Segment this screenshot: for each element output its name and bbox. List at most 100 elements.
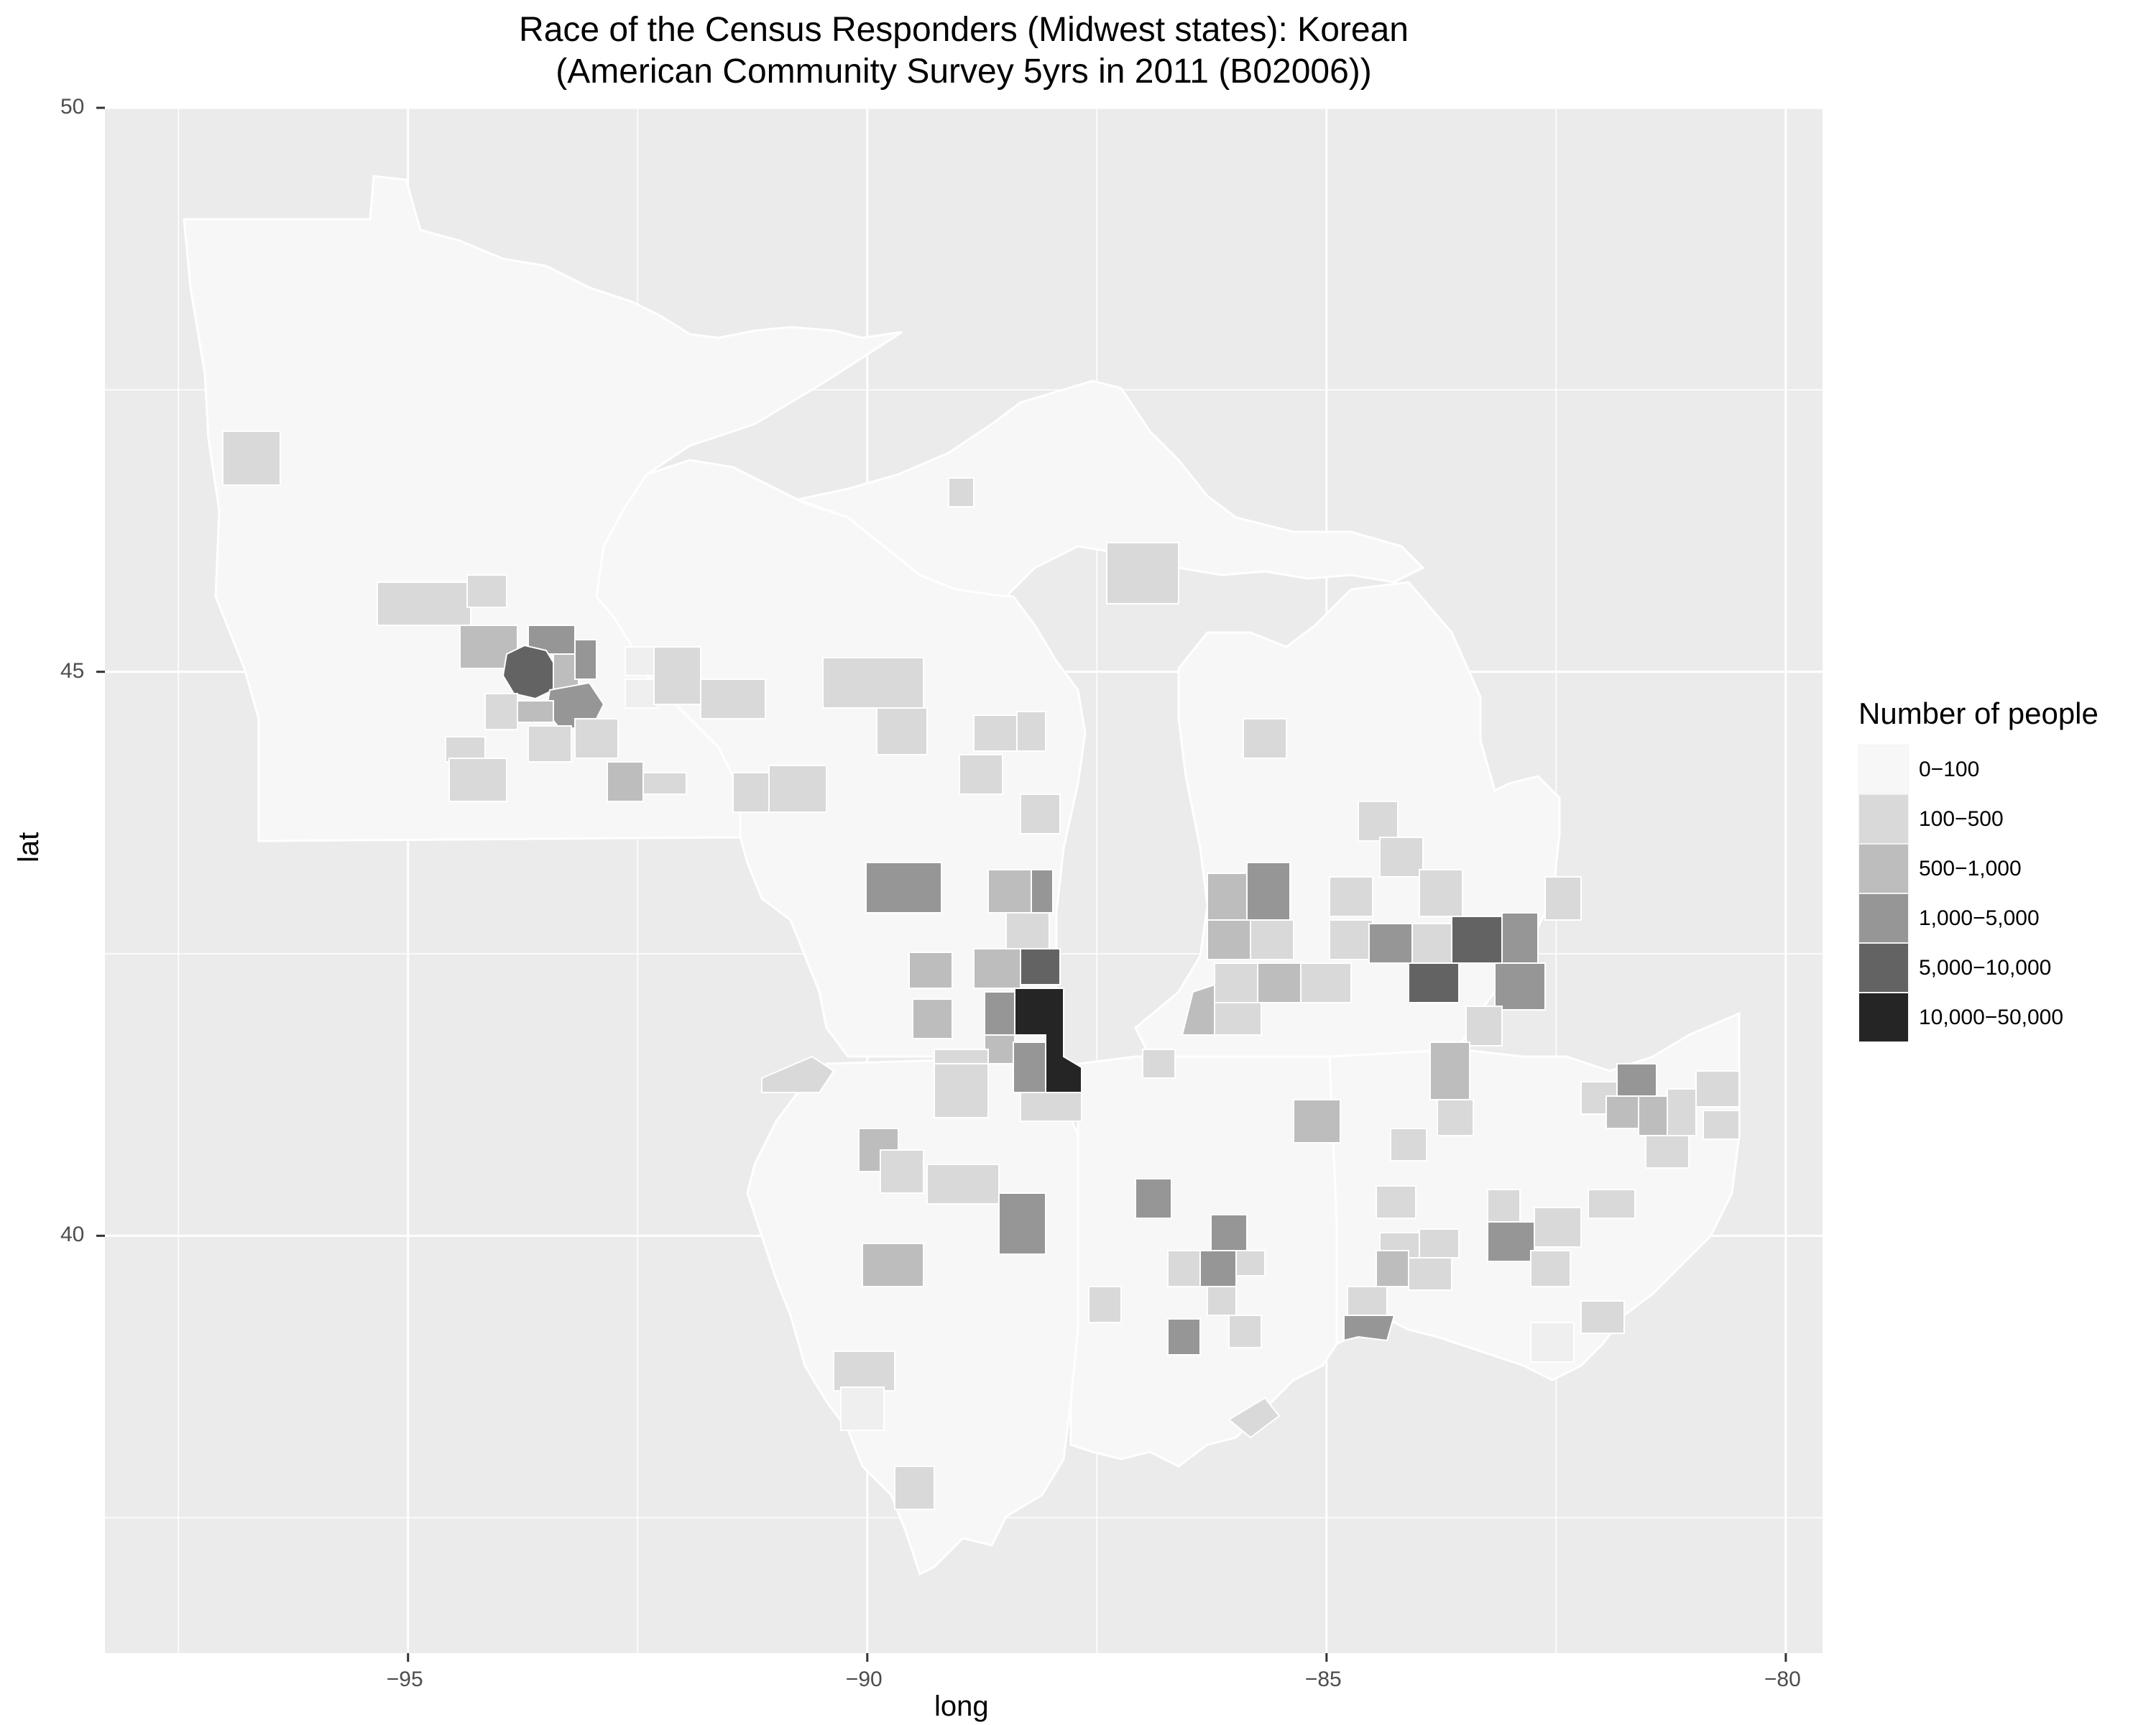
county-bin-100-500 [876,707,928,755]
legend-key [1858,943,1909,993]
county-bin-100-500 [833,1351,895,1392]
county-bin-100-500 [1580,1300,1625,1334]
county-bin-0-100 [1530,1322,1575,1363]
county-bin-500-1000 [1293,1099,1341,1144]
county-bin-5000-10000 [1451,916,1503,964]
county-bin-500-1000 [862,1243,924,1287]
county-bin-100-500 [768,765,827,813]
county-bin-100-500 [1437,1099,1474,1136]
x-tick-label: −85 [1304,1668,1342,1691]
county-bin-100-500 [1419,869,1463,917]
county-bin-100-500 [880,1149,924,1194]
county-bin-100-500 [1167,1250,1201,1287]
county-bin-100-500 [1465,1006,1503,1046]
county-bin-100-500 [1703,1110,1740,1140]
y-tick-label: 45 [60,658,85,683]
county-bin-500-1000 [1606,1095,1639,1129]
county-bin-1000-5000 [1494,962,1546,1011]
county-bin-100-500 [926,1164,1000,1205]
county-bin-100-500 [1347,1286,1388,1316]
county-bin-100-500 [1020,1092,1082,1122]
chart-subtitle: (American Community Survey 5yrs in 2011 … [556,52,1372,91]
county-bin-5000-10000 [1408,962,1460,1003]
county-bin-100-500 [1534,1207,1582,1248]
county-bin-500-1000 [1207,873,1251,921]
county-bin-1000-5000 [1210,1214,1248,1251]
county-bin-100-500 [822,657,924,709]
county-bin-100-500 [1358,801,1399,842]
legend-item: 0−100 [1858,745,2099,794]
region-michigan-upper [793,380,1425,598]
county-bin-100-500 [732,772,770,813]
county-bin-100-500 [1228,1315,1262,1348]
county-bin-100-500 [1300,962,1352,1003]
county-bin-100-500 [959,754,1003,795]
county-bin-500-1000 [1429,1041,1470,1100]
county-bin-100-500 [1411,923,1452,964]
legend-label: 100−500 [1919,806,2004,831]
county-bin-100-500 [1214,1002,1262,1036]
county-bin-100-500 [1227,1397,1281,1439]
county-bin-5000-10000 [1020,948,1061,985]
legend-item: 1,000−5,000 [1858,893,2099,943]
legend-item: 500−1,000 [1858,844,2099,893]
county-bin-1000-5000 [865,862,942,914]
x-axis-title: long [934,1690,989,1722]
county-bin-100-500 [528,725,572,763]
legend-key [1858,745,1909,794]
county-bin-1000-5000 [1487,1221,1535,1262]
county-bin-100-500 [1695,1070,1740,1108]
county-bin-500-1000 [1207,919,1251,960]
county-bin-100-500 [1487,1189,1521,1223]
county-bin-100-500 [1419,1228,1460,1259]
county-bin-100-500 [1329,919,1373,960]
county-bin-1000-5000 [574,639,597,680]
county-bin-100-500 [222,431,281,486]
county-bin-500-1000 [984,1034,1015,1064]
chart-title: Race of the Census Responders (Midwest s… [519,11,1409,49]
county-bin-1000-5000 [1343,1315,1396,1342]
county-bin-100-500 [1408,1257,1452,1291]
county-bin-100-500 [1142,1049,1176,1079]
county-bin-500-1000 [973,948,1021,989]
county-bin-100-500 [1379,837,1424,878]
legend-item: 10,000−50,000 [1858,993,2099,1042]
county-bin-100-500 [934,1063,989,1118]
legend-label: 500−1,000 [1919,856,2022,880]
county-bin-100-500 [466,574,507,608]
legend: Number of people 0−100 100−500 500−1,000 1,… [1858,696,2099,1042]
county-bin-1000-5000 [1013,1041,1046,1093]
county-bin-100-500 [700,678,766,719]
county-bin-100-500 [1207,1286,1237,1316]
county-bin-0-100 [625,678,658,709]
legend-label: 0−100 [1919,757,1980,781]
axis-ticks [96,106,1787,1662]
county-bin-1000-5000 [1031,869,1054,914]
county-bin-100-500 [1020,794,1061,834]
county-bin-100-500 [1235,1250,1266,1276]
legend-item: 5,000−10,000 [1858,943,2099,993]
county-bin-1000-5000 [998,1192,1046,1255]
legend-item: 100−500 [1858,794,2099,844]
county-bin-100-500 [1250,919,1294,960]
county-bin-100-500 [1544,876,1582,921]
legend-key [1858,893,1909,943]
county-bin-500-1000 [1638,1095,1668,1136]
county-bin-100-500 [894,1466,935,1510]
county-bin-0-100 [840,1386,885,1431]
county-bin-100-500 [1005,912,1050,949]
county-bin-100-500 [1016,711,1046,752]
county-bin-500-1000 [517,700,554,723]
legend-label: 10,000−50,000 [1919,1005,2064,1029]
county-bin-100-500 [1667,1088,1697,1136]
county-bin-500-1000 [1181,983,1215,1036]
legend-label: 5,000−10,000 [1919,955,2052,980]
county-bin-100-500 [574,718,619,759]
county-bin-100-500 [1329,876,1373,917]
county-bin-100-500 [377,581,471,626]
legend-label: 1,000−5,000 [1919,906,2040,930]
county-bin-100-500 [1530,1250,1571,1287]
county-bin-500-1000 [607,761,644,802]
county-bin-1000-5000 [1246,862,1291,921]
